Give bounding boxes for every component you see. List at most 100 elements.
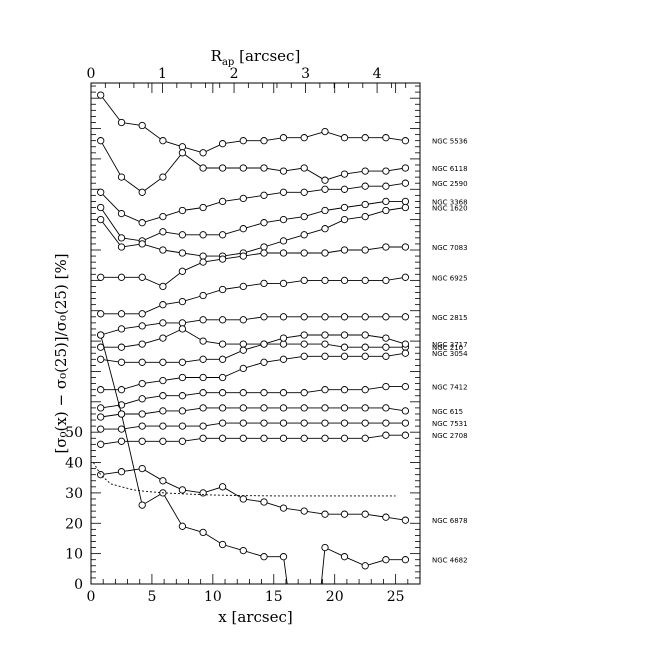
data-point (340, 134, 349, 142)
data-point (321, 185, 329, 193)
data-point (382, 206, 390, 215)
series-rise-line (320, 547, 326, 585)
data-point (178, 407, 187, 415)
series-label: NGC 6925 (432, 274, 468, 282)
data-point (159, 422, 167, 430)
series-label: NGC 6118 (432, 165, 468, 173)
data-point (199, 231, 207, 239)
data-point (382, 197, 390, 206)
data-point (361, 200, 369, 209)
data-point (260, 434, 268, 442)
series-line (100, 94, 406, 154)
series-label: NGC 4682 (432, 557, 468, 565)
data-point (401, 273, 410, 281)
series-ngc-7412 (97, 382, 410, 412)
series-line (100, 276, 406, 315)
series-line (100, 334, 406, 567)
data-point (218, 434, 227, 442)
data-point (117, 234, 126, 242)
data-point (260, 249, 268, 257)
data-point (97, 404, 105, 412)
data-point (199, 434, 207, 442)
data-point (340, 553, 349, 561)
data-point (279, 313, 288, 321)
data-point (239, 495, 247, 503)
data-point (279, 188, 288, 196)
data-point (340, 434, 349, 442)
data-point (97, 203, 105, 212)
data-point (401, 431, 410, 439)
series-line (100, 140, 406, 193)
data-point (260, 191, 268, 199)
data-point (361, 343, 369, 351)
data-point (279, 279, 288, 288)
series-ngc-615 (97, 404, 410, 421)
series-line (100, 207, 406, 257)
series-line (100, 316, 406, 336)
series-line (100, 352, 406, 391)
data-point (321, 249, 329, 257)
data-point (401, 243, 410, 251)
top-tick-label: 0 (87, 66, 96, 82)
data-point (117, 410, 126, 418)
data-point (199, 252, 207, 260)
series-line (100, 434, 406, 445)
data-point (138, 240, 146, 248)
data-point (178, 422, 187, 430)
data-point (218, 197, 227, 206)
y-tick-label: 0 (74, 577, 83, 593)
data-point (199, 149, 207, 157)
data-point (138, 410, 146, 418)
series-label: NGC 3054 (432, 350, 468, 358)
top-tick-label: 2 (230, 66, 239, 82)
series-ngc-6118 (97, 137, 410, 196)
data-point (300, 134, 308, 142)
data-point (279, 334, 288, 342)
data-point (178, 325, 187, 333)
data-point (117, 386, 126, 394)
data-point (382, 513, 390, 521)
data-point (279, 134, 288, 142)
top-axis-label: Rap [arcsec] (211, 47, 301, 68)
data-point (361, 167, 369, 175)
data-point (218, 340, 227, 348)
data-point (117, 343, 126, 351)
data-point (97, 188, 105, 196)
data-point (260, 404, 268, 412)
data-point (401, 419, 410, 427)
data-point (321, 404, 329, 412)
data-point (340, 419, 349, 427)
data-point (300, 331, 308, 339)
data-point (97, 413, 105, 421)
data-point (321, 510, 329, 518)
data-point (178, 297, 187, 306)
data-point (199, 203, 207, 212)
series-ngc-2708 (97, 431, 410, 448)
series-line (100, 468, 406, 521)
top-tick-label: 1 (158, 66, 167, 82)
data-point (199, 355, 207, 363)
data-point (401, 179, 410, 187)
x-tick-label: 15 (265, 589, 283, 605)
top-axis-label-rest: [arcsec] (234, 47, 300, 65)
data-point (300, 188, 308, 196)
data-point (138, 379, 146, 388)
series-drop-line (283, 556, 288, 585)
data-point (401, 137, 410, 145)
data-point (260, 137, 268, 145)
x-tick-label: 5 (147, 589, 156, 605)
data-point (340, 313, 349, 321)
data-point (159, 212, 167, 221)
data-point (218, 255, 227, 263)
data-point (300, 313, 308, 321)
data-point (159, 437, 167, 445)
data-point (178, 373, 187, 382)
series-label: NGC 5536 (432, 138, 468, 146)
data-point (361, 404, 369, 412)
data-point (239, 346, 247, 354)
data-point (260, 219, 268, 227)
data-point (239, 194, 247, 203)
data-point (300, 249, 308, 257)
data-point (340, 404, 349, 412)
